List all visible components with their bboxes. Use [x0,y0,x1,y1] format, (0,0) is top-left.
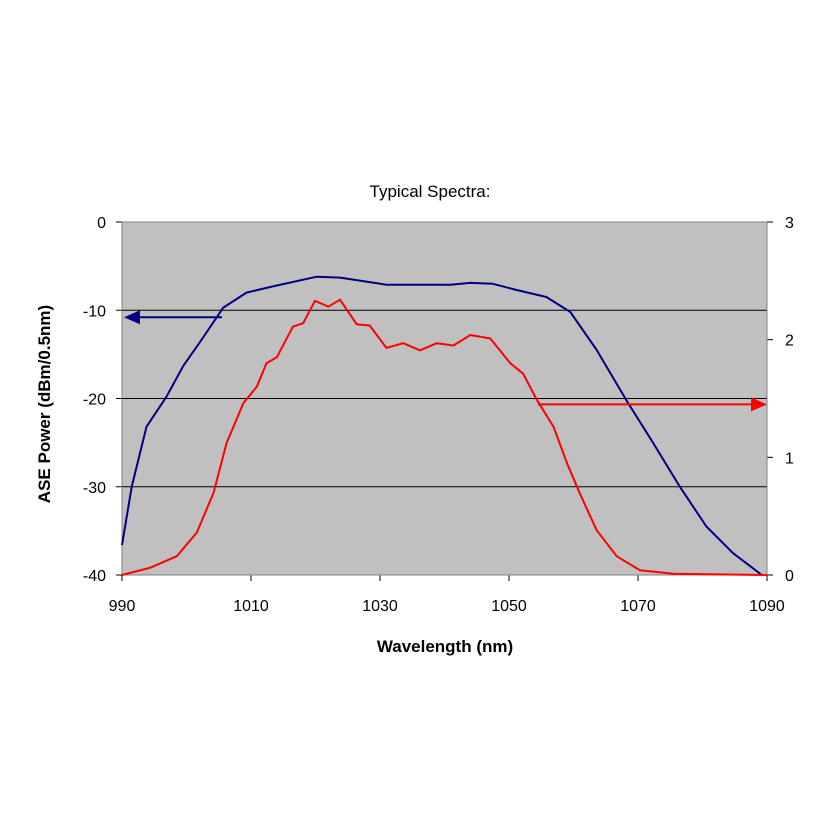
series-line-0 [121,275,763,576]
y2-tick-label: 3 [785,215,794,232]
x-tick-label: 990 [109,598,136,615]
y-tick-label: -40 [83,568,106,585]
axis-arrows [123,310,767,412]
chart-title: Typical Spectra: [370,182,491,201]
gridlines [122,309,767,488]
y2-tick-label: 0 [785,568,794,585]
y-tick-label: -30 [83,480,106,497]
y2-tick-label: 1 [785,450,794,467]
y-tick-label: -20 [83,392,106,409]
arrow-head-1 [751,397,767,412]
x-tick-label: 1050 [491,598,527,615]
x-tick-label: 1070 [620,598,656,615]
x-tick-label: 1030 [362,598,398,615]
x-tick-label: 1090 [749,598,785,615]
y2-tick-label: 2 [785,333,794,350]
x-tick-label: 1010 [233,598,269,615]
y-tick-label: 0 [97,215,106,232]
x-axis-label: Wavelength (nm) [377,637,513,656]
y-tick-label: -10 [83,303,106,320]
series-lines [121,275,768,576]
arrow-head-0 [123,310,140,325]
series-line-1 [121,298,768,576]
axes: 0 -10 -20 -30 -40 3 2 1 0 990 1010 1030 1050 1070 1090 [83,215,794,615]
y-axis-label: ASE Power (dBm/0.5nm) [35,305,54,503]
